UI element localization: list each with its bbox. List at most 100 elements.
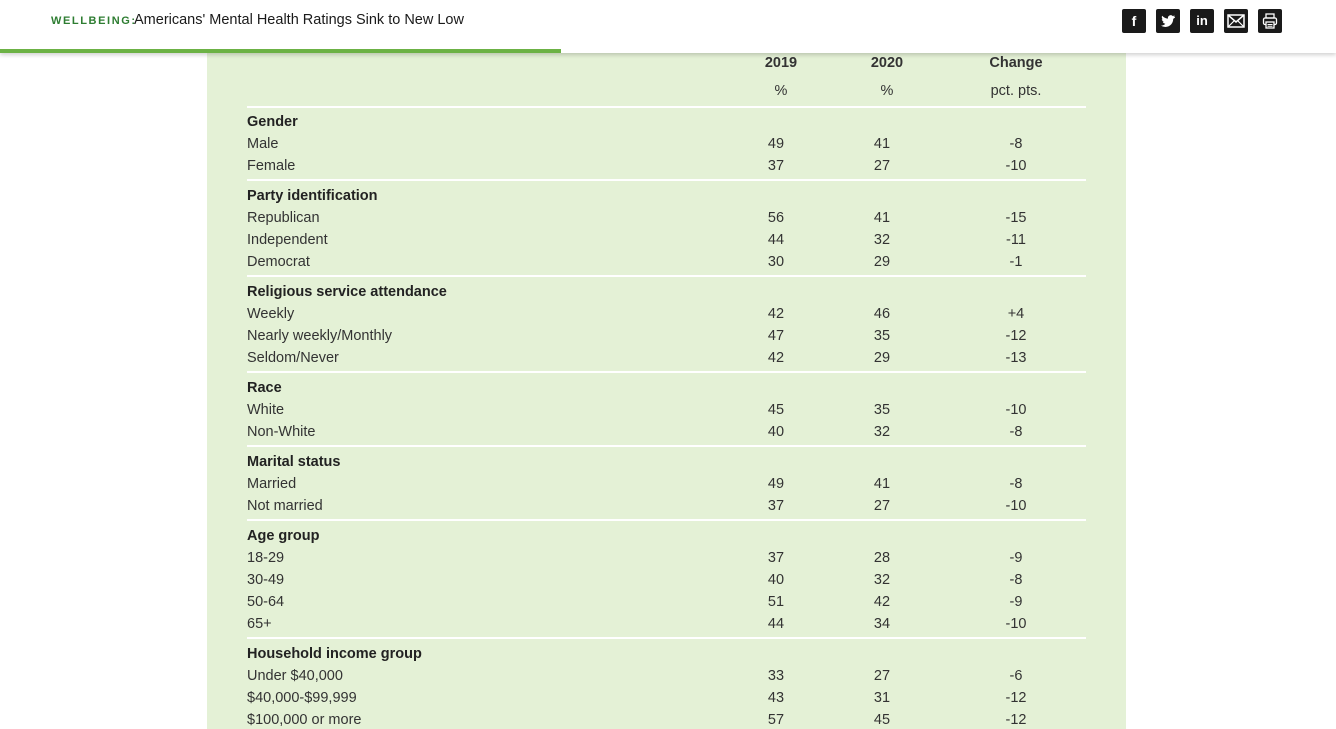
value-change: -8 (1009, 572, 1023, 588)
table-row: Non-White 40 32 -8 (247, 421, 1086, 443)
reading-progress-bar (0, 49, 562, 53)
value-change: -11 (1006, 232, 1026, 248)
row-label: Male (247, 136, 279, 152)
group-divider (247, 371, 1086, 373)
value-change: -9 (1009, 550, 1023, 566)
table-row: Under $40,000 33 27 -6 (247, 665, 1086, 687)
value-change: -15 (1005, 210, 1027, 226)
table-row: 65+ 44 34 -10 (247, 613, 1086, 635)
value-2020: 46 (873, 306, 891, 322)
group-divider (247, 445, 1086, 447)
value-2020: 31 (873, 690, 891, 706)
value-2020: 29 (873, 254, 891, 270)
row-label: 65+ (247, 616, 272, 632)
value-2020: 28 (873, 550, 891, 566)
article-title: Americans' Mental Health Ratings Sink to… (134, 12, 464, 28)
value-2019: 49 (767, 136, 785, 152)
row-label: Non-White (247, 424, 316, 440)
row-label: Weekly (247, 306, 295, 322)
table-row: Not married 37 27 -10 (247, 495, 1086, 517)
value-2019: 37 (767, 498, 785, 514)
value-2020: 32 (873, 424, 891, 440)
group-heading: Age group (247, 528, 320, 544)
group-divider (247, 637, 1086, 639)
group-heading: Religious service attendance (247, 284, 447, 300)
value-change: -13 (1005, 350, 1027, 366)
linkedin-icon[interactable]: in (1190, 9, 1214, 33)
group-heading: Race (247, 380, 282, 396)
section-label[interactable]: WELLBEING: (51, 15, 137, 27)
value-change: -8 (1009, 136, 1023, 152)
table-row: 18-29 37 28 -9 (247, 547, 1086, 569)
value-2019: 40 (767, 424, 785, 440)
value-change: -8 (1009, 424, 1023, 440)
value-2020: 32 (873, 232, 891, 248)
value-2020: 41 (873, 136, 891, 152)
value-change: +4 (1007, 306, 1025, 322)
value-change: -1 (1009, 254, 1023, 270)
value-change: -10 (1005, 402, 1027, 418)
value-2019: 56 (767, 210, 785, 226)
value-2020: 27 (873, 668, 891, 684)
email-icon[interactable] (1224, 9, 1248, 33)
value-2020: 27 (873, 498, 891, 514)
value-2020: 41 (873, 476, 891, 492)
value-2020: 34 (873, 616, 891, 632)
row-label: Married (247, 476, 297, 492)
value-change: -10 (1005, 498, 1027, 514)
demographic-table: 2019 2020 Change % % pct. pts. Gender Mal… (207, 53, 1126, 729)
value-change: -10 (1005, 158, 1027, 174)
value-2020: 41 (873, 210, 891, 226)
row-label: Independent (247, 232, 328, 248)
header-divider (247, 106, 1086, 108)
value-2019: 51 (767, 594, 785, 610)
group-divider (247, 519, 1086, 521)
value-change: -12 (1005, 712, 1027, 728)
value-2020: 35 (873, 328, 891, 344)
table-row: Male 49 41 -8 (247, 133, 1086, 155)
group-heading: Gender (247, 114, 298, 130)
row-label: White (247, 402, 285, 418)
value-2020: 27 (873, 158, 891, 174)
value-2019: 42 (767, 306, 785, 322)
table-row: Seldom/Never 42 29 -13 (247, 347, 1086, 369)
value-2019: 40 (767, 572, 785, 588)
value-change: -9 (1009, 594, 1023, 610)
twitter-icon[interactable] (1156, 9, 1180, 33)
value-2020: 29 (873, 350, 891, 366)
row-label: 18-29 (247, 550, 285, 566)
table-row: Married 49 41 -8 (247, 473, 1086, 495)
row-label: $100,000 or more (247, 712, 362, 728)
row-label: Seldom/Never (247, 350, 339, 366)
table-row: 50-64 51 42 -9 (247, 591, 1086, 613)
value-2019: 37 (767, 158, 785, 174)
row-label: Democrat (247, 254, 310, 270)
table-row: 30-49 40 32 -8 (247, 569, 1086, 591)
group-divider (247, 179, 1086, 181)
column-header-2019: 2019 (764, 55, 798, 71)
column-unit-2019: % (774, 83, 788, 99)
row-label: Not married (247, 498, 323, 514)
value-2019: 44 (767, 616, 785, 632)
table-row: Female 37 27 -10 (247, 155, 1086, 177)
group-heading: Party identification (247, 188, 378, 204)
facebook-icon[interactable]: f (1122, 9, 1146, 33)
column-unit-2020: % (880, 83, 894, 99)
column-header-change: Change (989, 55, 1043, 71)
value-2020: 45 (873, 712, 891, 728)
value-change: -12 (1005, 328, 1027, 344)
row-label: Nearly weekly/Monthly (247, 328, 393, 344)
row-label: Female (247, 158, 296, 174)
value-2019: 57 (767, 712, 785, 728)
row-label: 50-64 (247, 594, 285, 610)
table-row: White 45 35 -10 (247, 399, 1086, 421)
value-change: -12 (1005, 690, 1027, 706)
print-icon[interactable] (1258, 9, 1282, 33)
table-row: Weekly 42 46 +4 (247, 303, 1086, 325)
article-header: WELLBEING: Americans' Mental Health Rati… (0, 0, 1336, 53)
value-2019: 33 (767, 668, 785, 684)
table-row: $40,000-$99,999 43 31 -12 (247, 687, 1086, 709)
table-row: Independent 44 32 -11 (247, 229, 1086, 251)
value-2019: 47 (767, 328, 785, 344)
value-2020: 32 (873, 572, 891, 588)
